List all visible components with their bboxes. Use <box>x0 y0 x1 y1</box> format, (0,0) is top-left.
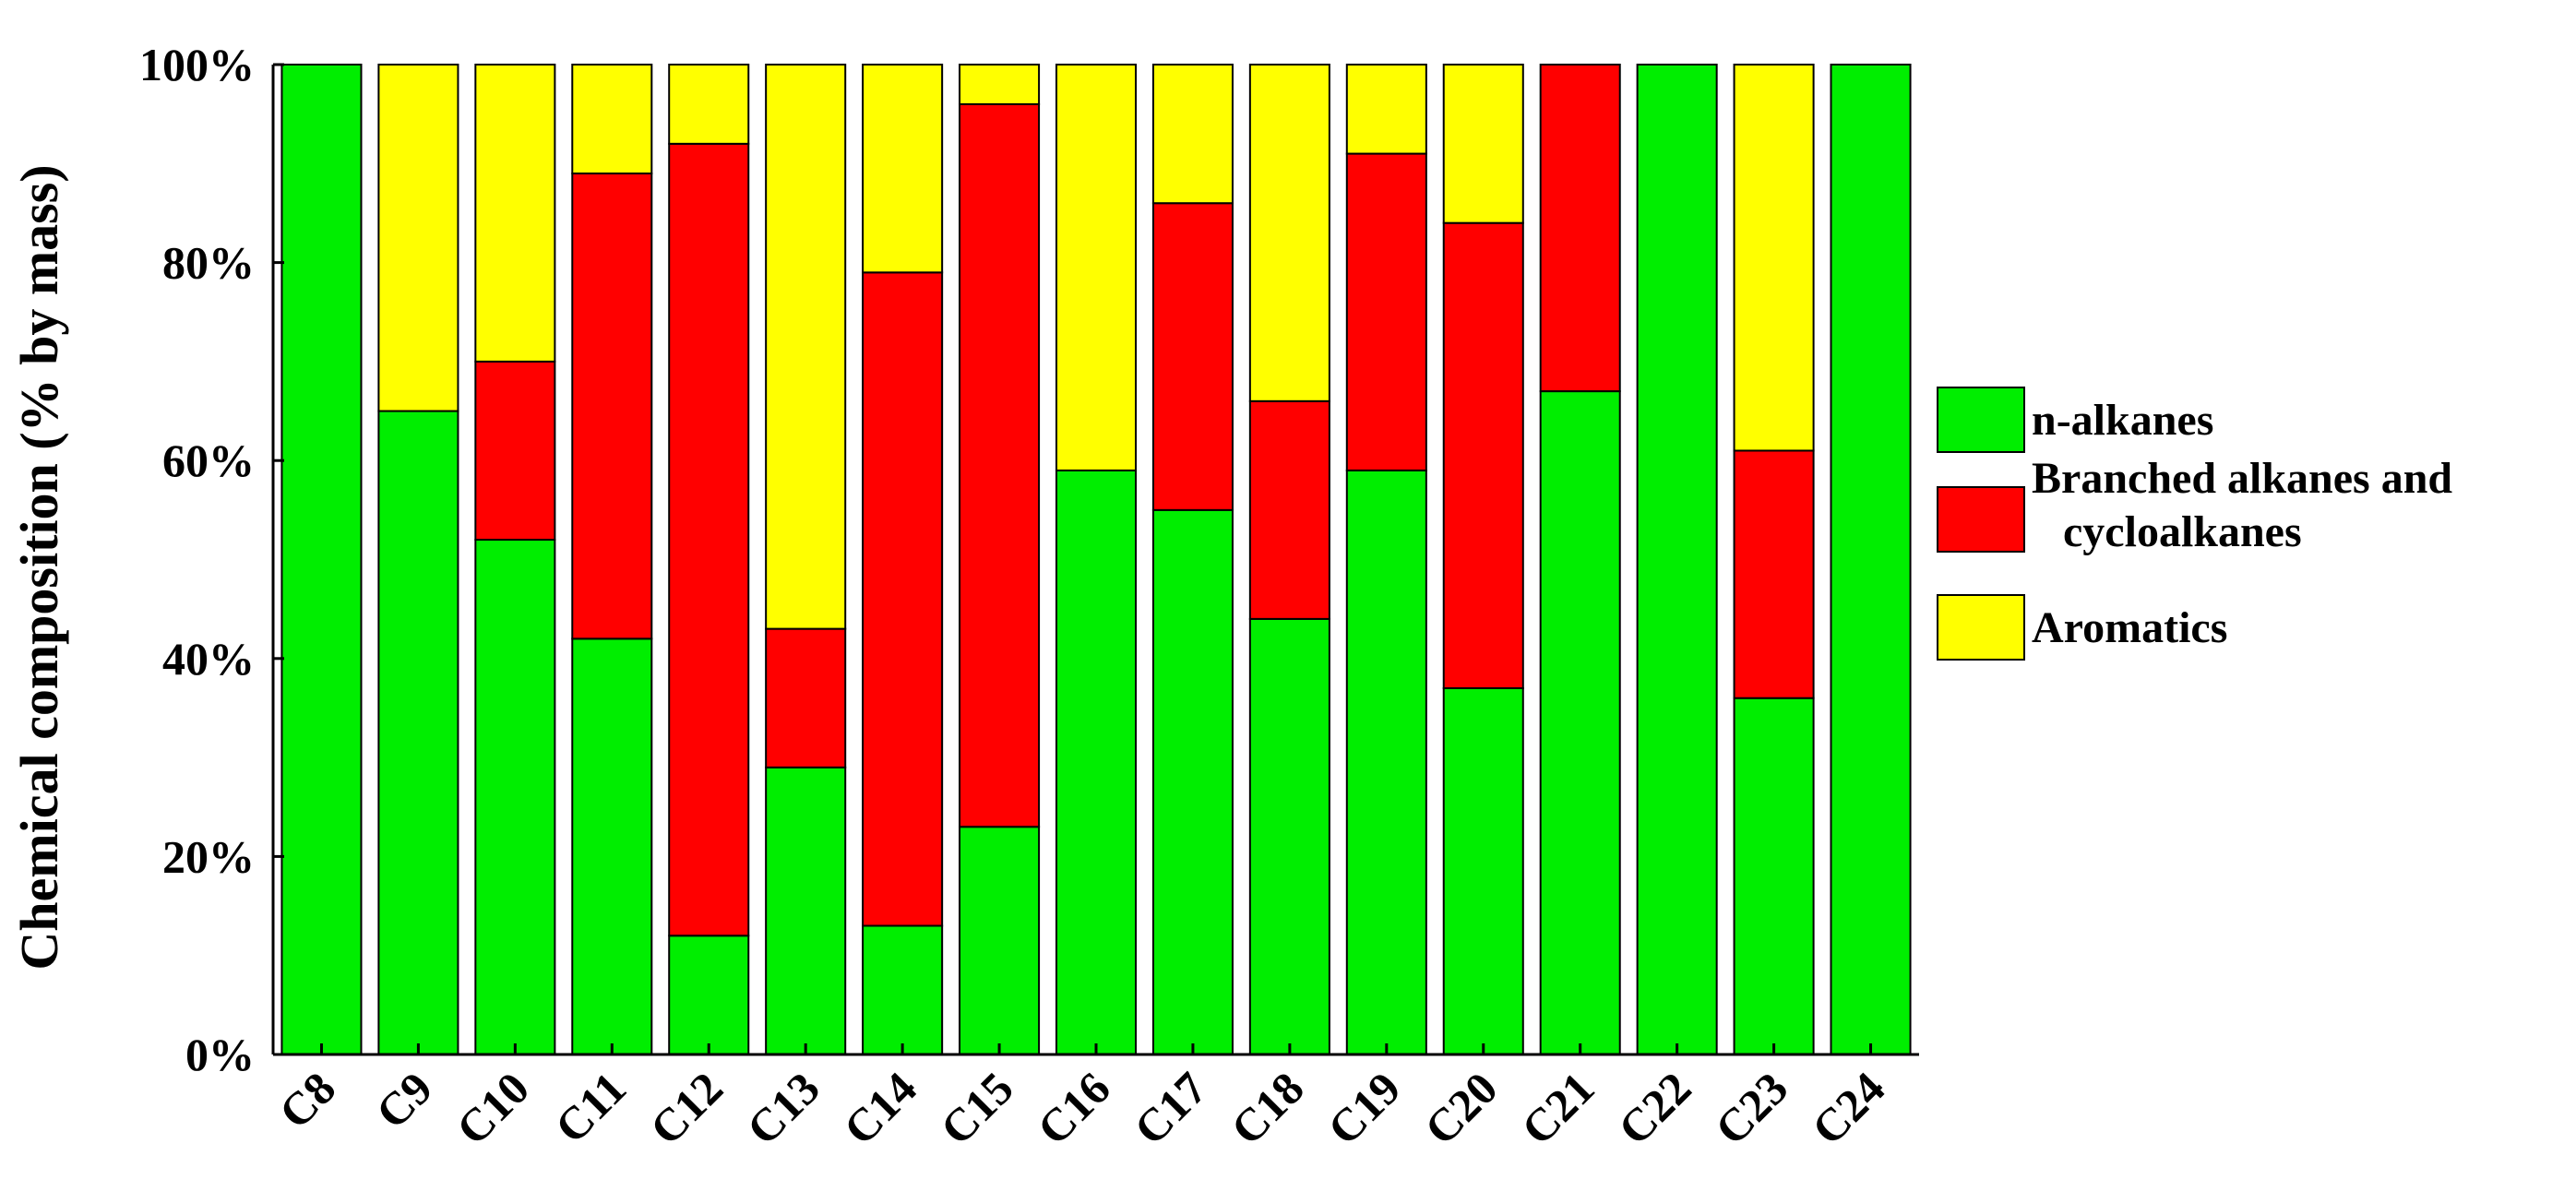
bars-group: C8 C9 C10 C11 C12 C13 C14 C15 C16 C17 C18 C19 C20 C21… <box>268 64 1912 1155</box>
x-tick-label: C18 <box>1221 1062 1313 1154</box>
bar-segment-c21-series-1 <box>1539 64 1621 393</box>
bar-segment-c11-series-1 <box>571 173 653 640</box>
x-tick-label: C19 <box>1318 1062 1410 1154</box>
x-tick-label: C12 <box>640 1062 733 1154</box>
x-tick-label: C11 <box>545 1062 637 1153</box>
bar-segment-c12-series-2 <box>668 64 750 145</box>
y-tick-label: 100% <box>139 39 255 90</box>
bar-segment-c19-series-0 <box>1345 469 1427 1055</box>
bar-segment-c14-series-2 <box>862 64 944 274</box>
bar-segment-c8-series-0 <box>280 64 363 1055</box>
bar-segment-c15-series-0 <box>959 826 1041 1056</box>
bar-segment-c10-series-1 <box>474 360 556 542</box>
y-tick-label: 40% <box>162 633 255 685</box>
bar-segment-c20-series-2 <box>1442 64 1524 224</box>
bar-segment-c9-series-0 <box>377 410 459 1055</box>
x-tick-label: C20 <box>1414 1062 1507 1154</box>
bar-segment-c13-series-2 <box>765 64 847 630</box>
x-tick-label: C24 <box>1802 1062 1894 1154</box>
x-tick-label: C8 <box>268 1062 345 1138</box>
bar-segment-c15-series-1 <box>959 102 1041 828</box>
bar-segment-c24-series-0 <box>1830 64 1912 1055</box>
bar-segment-c14-series-1 <box>862 271 944 927</box>
y-tick-label: 60% <box>162 435 255 486</box>
x-tick-label: C13 <box>736 1062 829 1154</box>
bar-segment-c10-series-2 <box>474 64 556 363</box>
x-tick-label: C21 <box>1511 1062 1604 1154</box>
bar-segment-c20-series-1 <box>1442 221 1524 689</box>
legend-label: Branched alkanes and <box>2032 454 2452 503</box>
bar-segment-c22-series-0 <box>1636 64 1718 1055</box>
x-tick-label: C14 <box>833 1062 925 1154</box>
bar-segment-c18-series-2 <box>1248 64 1330 402</box>
x-tick-label: C10 <box>447 1062 539 1154</box>
bar-segment-c18-series-1 <box>1248 399 1330 620</box>
bar-segment-c16-series-0 <box>1055 469 1138 1055</box>
bar-segment-c14-series-0 <box>862 924 944 1056</box>
bar-segment-c23-series-0 <box>1733 697 1815 1055</box>
bar-segment-c17-series-0 <box>1151 508 1234 1055</box>
y-tick-label: 0% <box>185 1029 255 1080</box>
bar-segment-c20-series-0 <box>1442 686 1524 1055</box>
legend-swatch <box>1937 594 2025 661</box>
legend-swatch <box>1937 387 2025 453</box>
bar-segment-c15-series-2 <box>959 64 1041 105</box>
x-tick-label: C16 <box>1027 1062 1119 1154</box>
bar-segment-c10-series-0 <box>474 539 556 1055</box>
x-tick-label: C17 <box>1124 1062 1216 1154</box>
bar-segment-c17-series-1 <box>1151 202 1234 511</box>
bar-segment-c16-series-2 <box>1055 64 1138 471</box>
bar-segment-c18-series-0 <box>1248 617 1330 1055</box>
bar-segment-c21-series-0 <box>1539 390 1621 1055</box>
bar-segment-c23-series-1 <box>1733 449 1815 699</box>
x-tick-label: C9 <box>365 1062 442 1138</box>
axes-group: 0% 20% 40% 60% 80% 100% <box>139 39 1919 1080</box>
bar-segment-c17-series-2 <box>1151 64 1234 205</box>
x-tick-label: C22 <box>1608 1062 1700 1154</box>
legend: n-alkanes Branched alkanes andcycloalkane… <box>1937 387 2452 661</box>
x-tick-label: C15 <box>930 1062 1022 1154</box>
bar-segment-c23-series-2 <box>1733 64 1815 452</box>
legend-swatch <box>1937 486 2025 553</box>
bar-segment-c12-series-0 <box>668 935 750 1055</box>
x-tick-label: C23 <box>1705 1062 1797 1154</box>
y-axis-title: Chemical composition (% by mass) <box>9 164 69 970</box>
bar-segment-c11-series-2 <box>571 64 653 175</box>
legend-label: cycloalkanes <box>2063 507 2302 556</box>
bar-segment-c19-series-2 <box>1345 64 1427 155</box>
legend-label: Aromatics <box>2032 603 2227 652</box>
bar-segment-c13-series-0 <box>765 766 847 1056</box>
bar-segment-c11-series-0 <box>571 637 653 1056</box>
bar-segment-c13-series-1 <box>765 627 847 768</box>
y-tick-label: 80% <box>162 237 255 289</box>
bar-segment-c19-series-1 <box>1345 152 1427 471</box>
y-tick-label: 20% <box>162 830 255 882</box>
bar-segment-c9-series-2 <box>377 64 459 412</box>
bar-segment-c12-series-1 <box>668 142 750 937</box>
legend-label: n-alkanes <box>2032 396 2213 445</box>
